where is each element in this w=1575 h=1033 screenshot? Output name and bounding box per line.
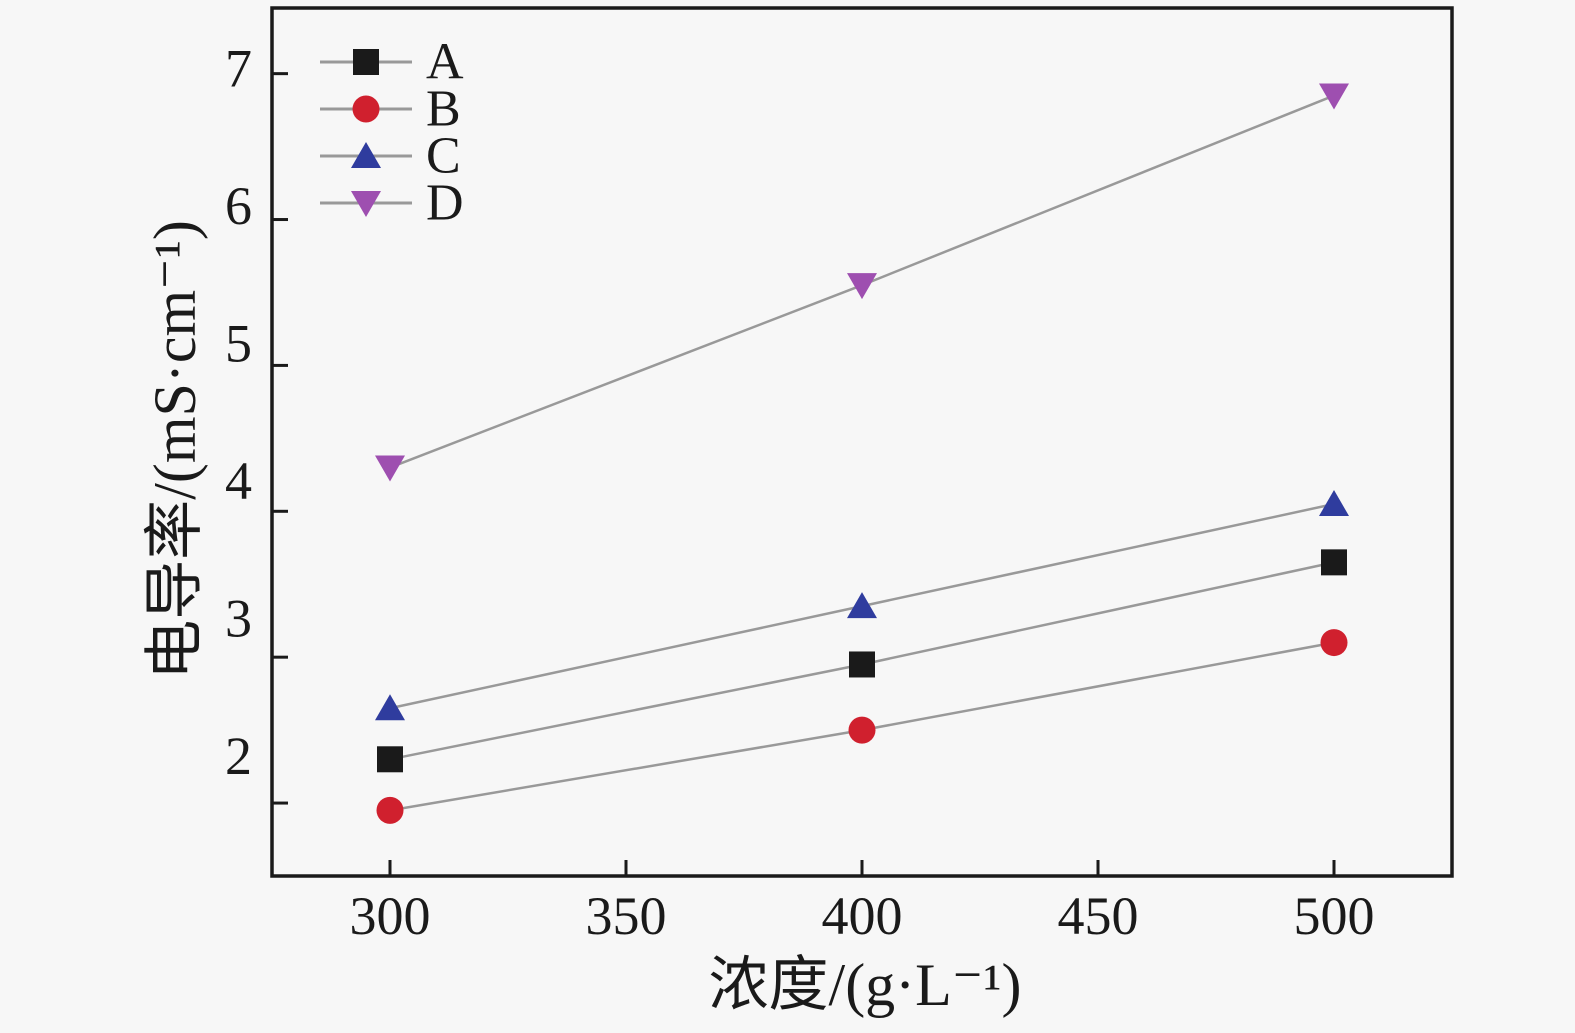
series-D-marker xyxy=(375,455,405,482)
x-tick-label: 350 xyxy=(586,886,667,946)
series-B-marker xyxy=(376,796,404,824)
legend-item-A: A xyxy=(320,34,464,91)
y-tick-label: 4 xyxy=(225,451,252,511)
legend-label: D xyxy=(426,175,464,232)
legend-A-marker-icon xyxy=(353,49,379,75)
series-D-marker xyxy=(847,273,877,300)
series-B-marker xyxy=(848,716,876,744)
legend-C-marker-icon xyxy=(351,142,381,168)
legend-label: B xyxy=(426,81,461,138)
legend-D-marker-icon xyxy=(351,191,381,217)
legend-item-C: C xyxy=(320,128,461,185)
legend-item-B: B xyxy=(320,81,461,138)
series-A-marker xyxy=(377,746,403,773)
series-C-marker xyxy=(1319,490,1349,516)
legend-label: A xyxy=(426,34,464,91)
series-B-marker xyxy=(1320,629,1348,657)
y-tick-label: 2 xyxy=(225,726,252,786)
series-A-marker xyxy=(1321,549,1347,576)
series-C-marker xyxy=(847,592,877,619)
y-tick-label: 3 xyxy=(225,589,252,649)
y-tick-label: 6 xyxy=(225,176,252,236)
series-C-marker xyxy=(375,694,405,721)
x-axis-label: 浓度/(g·L⁻¹) xyxy=(709,952,1022,1018)
series-D-marker xyxy=(1319,83,1349,110)
legend-item-D: D xyxy=(320,175,464,232)
legend-B-marker-icon xyxy=(352,95,380,123)
x-tick-label: 500 xyxy=(1294,886,1375,946)
legend-label: C xyxy=(426,128,461,185)
series-A-marker xyxy=(849,651,875,678)
y-tick-label: 7 xyxy=(225,39,252,99)
x-tick-label: 400 xyxy=(822,886,903,946)
y-axis-label: 电导率/(mS·cm⁻¹) xyxy=(142,220,208,680)
y-tick-label: 5 xyxy=(225,314,252,374)
x-tick-label: 450 xyxy=(1058,886,1139,946)
x-tick-label: 300 xyxy=(350,886,431,946)
